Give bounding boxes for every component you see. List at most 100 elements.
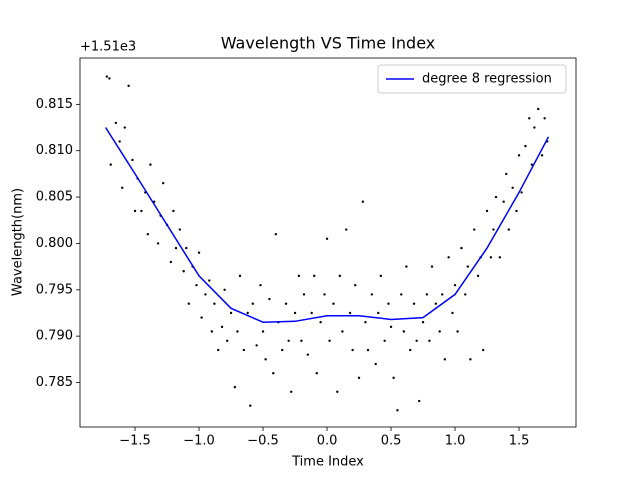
scatter-point [236, 330, 239, 333]
scatter-point [114, 121, 118, 125]
scatter-point [515, 209, 518, 213]
y-tick-label: 0.790 [36, 329, 73, 344]
scatter-point [443, 358, 446, 361]
scatter-point [348, 311, 352, 315]
scatter-point [274, 232, 278, 236]
scatter-point [377, 311, 380, 315]
y-tick-label: 0.800 [36, 236, 73, 251]
scatter-point [341, 330, 344, 333]
scatter-point [421, 321, 425, 324]
scatter-point [543, 117, 546, 120]
scatter-point [238, 274, 242, 278]
scatter-point [441, 293, 444, 296]
scatter-point [272, 372, 275, 375]
scatter-point [517, 154, 521, 157]
scatter-point [425, 293, 429, 296]
scatter-point [428, 339, 431, 342]
scatter-point [537, 107, 540, 111]
scatter-point [325, 237, 329, 240]
scatter-point [505, 172, 508, 176]
y-offset-label: +1.51e3 [80, 40, 136, 55]
scatter-point [287, 339, 290, 342]
scatter-point [220, 325, 224, 329]
scatter-point [524, 144, 527, 148]
legend-box [377, 64, 567, 94]
scatter-point [389, 325, 393, 329]
scatter-point [255, 344, 258, 347]
scatter-point [187, 302, 190, 305]
scatter-point [464, 293, 467, 296]
scatter-point [217, 348, 220, 352]
scatter-point [293, 311, 297, 315]
scatter-point [451, 311, 454, 315]
scatter-point [351, 348, 354, 352]
scatter-point [290, 390, 293, 393]
scatter-point [405, 265, 408, 268]
scatter-point [540, 154, 544, 157]
scatter-point [430, 265, 434, 268]
scatter-point [302, 293, 306, 296]
scatter-point [197, 251, 201, 254]
scatter-point [323, 293, 326, 296]
scatter-point [530, 163, 534, 166]
scatter-point [473, 228, 476, 231]
scatter-point [249, 404, 252, 407]
scatter-point [246, 311, 249, 315]
scatter-point [140, 209, 143, 213]
y-tick-label: 0.815 [36, 97, 73, 112]
scatter-point [131, 158, 134, 162]
scatter-point [313, 274, 316, 278]
scatter-point [361, 200, 365, 203]
scatter-point [366, 348, 370, 352]
scatter-point [354, 283, 357, 287]
x-tick-label: 1.5 [509, 434, 530, 449]
scatter-point [507, 228, 510, 231]
scatter-point [306, 353, 310, 356]
scatter-point [123, 126, 127, 129]
scatter-point [264, 358, 267, 361]
scatter-point [494, 195, 498, 199]
scatter-point [319, 321, 322, 324]
scatter-point [261, 330, 265, 333]
x-tick-label: 1.0 [445, 434, 466, 449]
scatter-point [156, 242, 160, 245]
scatter-point [208, 279, 211, 282]
scatter-point [502, 200, 505, 203]
scatter-point [121, 186, 124, 189]
scatter-point [383, 339, 386, 342]
regression-line [104, 127, 550, 323]
y-tick-label: 0.795 [36, 282, 73, 297]
scatter-point [447, 256, 450, 259]
scatter-point [402, 330, 406, 333]
scatter-point [374, 362, 377, 366]
scatter-point [396, 409, 399, 412]
scatter-point [174, 246, 178, 250]
scatter-point [492, 228, 495, 231]
scatter-point [415, 339, 418, 342]
scatter-point [162, 181, 165, 185]
scatter-point [204, 293, 207, 296]
y-tick-label: 0.810 [36, 143, 73, 158]
scatter-point [109, 163, 112, 166]
x-tick-label: 0.5 [381, 434, 402, 449]
y-tick-label: 0.785 [36, 375, 73, 390]
scatter-point [409, 348, 412, 352]
scatter-point [364, 321, 367, 324]
legend-label: degree 8 regression [422, 72, 552, 87]
scatter-point [315, 372, 318, 375]
scatter-point [338, 274, 342, 278]
scatter-point [149, 163, 152, 166]
scatter-point [242, 348, 246, 352]
scatter-point [223, 288, 226, 291]
scatter-point [108, 77, 111, 80]
scatter-point [310, 311, 313, 315]
scatter-point [400, 293, 403, 296]
scatter-point [533, 126, 536, 129]
x-tick-label: −0.5 [247, 434, 279, 449]
scatter-point [482, 348, 485, 352]
y-tick-label: 0.805 [36, 190, 73, 205]
scatter-point [259, 283, 262, 287]
scatter-point [520, 191, 523, 194]
scatter-point [332, 302, 335, 305]
scatter-point [118, 140, 121, 143]
